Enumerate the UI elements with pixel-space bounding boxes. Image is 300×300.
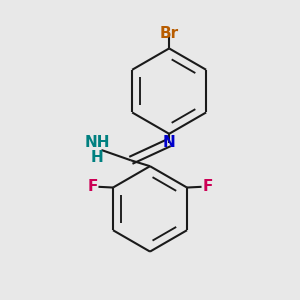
Text: Br: Br bbox=[160, 26, 179, 41]
Text: N: N bbox=[163, 135, 175, 150]
Text: H: H bbox=[91, 150, 103, 165]
Text: F: F bbox=[87, 179, 98, 194]
Text: NH: NH bbox=[84, 135, 110, 150]
Text: F: F bbox=[202, 179, 213, 194]
